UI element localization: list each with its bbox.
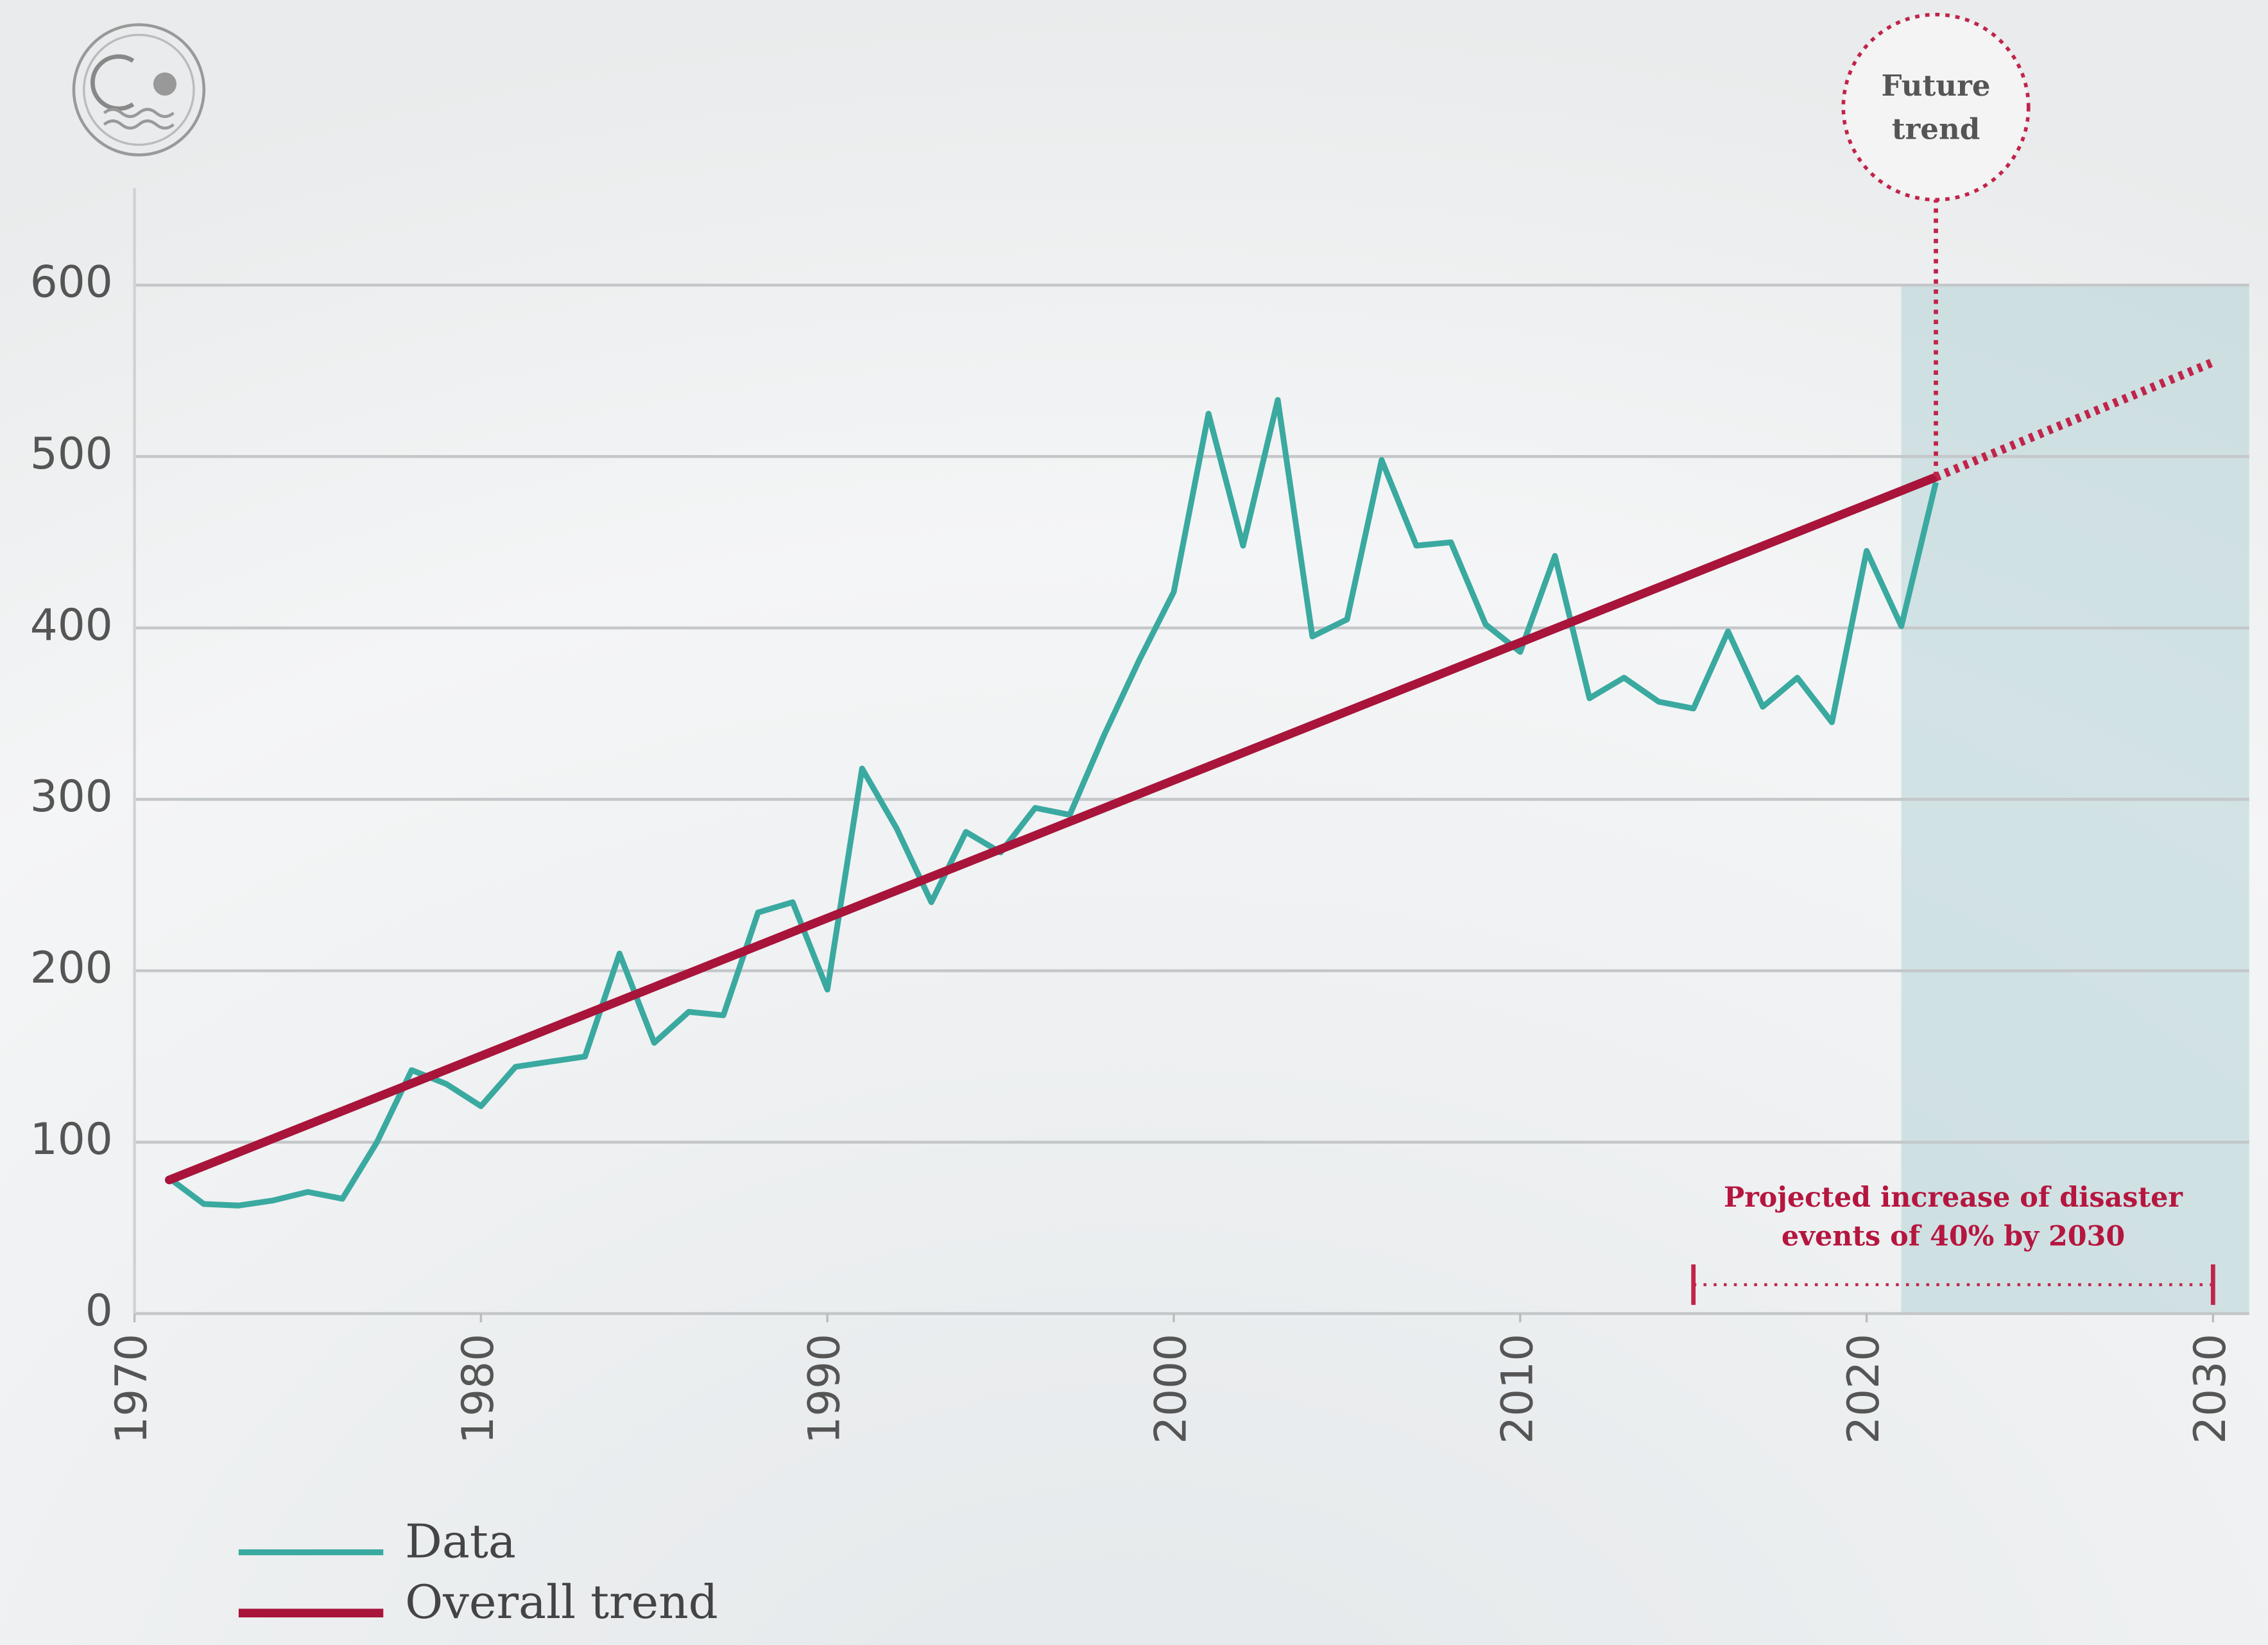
x-tick-label: 1970: [106, 1334, 157, 1444]
page: {"chart_data": { "type": "line", "x": [1…: [0, 0, 2268, 1645]
legend-label: Data: [405, 1515, 516, 1569]
chart: 0 100 200 300 400 500 600 1970 1980 1990 2000 2010 2…: [0, 0, 2268, 1645]
future-trend-label: Future trend: [1864, 64, 2008, 150]
y-tick-label: 300: [30, 771, 113, 822]
x-tick-label: 2020: [1838, 1334, 1889, 1444]
x-tick-label: 1980: [452, 1334, 503, 1444]
future-trend-label-box: Future trend: [1864, 64, 2008, 156]
x-tick-label: 2030: [2185, 1334, 2235, 1444]
y-tick-label: 200: [30, 942, 113, 993]
projected-label-box: Projected increase of disaster events of…: [1679, 1179, 2228, 1266]
x-tick-label: 2000: [1146, 1334, 1196, 1444]
y-tick-label: 0: [85, 1285, 113, 1336]
y-tick-label: 100: [30, 1114, 113, 1164]
x-tick-label: 1990: [799, 1334, 850, 1444]
legend-label: Overall trend: [405, 1576, 718, 1630]
y-tick-label: 400: [30, 599, 113, 650]
y-tick-label: 600: [30, 257, 113, 307]
projected-label: Projected increase of disaster events of…: [1679, 1179, 2228, 1257]
x-tick-label: 2010: [1491, 1334, 1542, 1444]
y-tick-label: 500: [30, 428, 113, 479]
